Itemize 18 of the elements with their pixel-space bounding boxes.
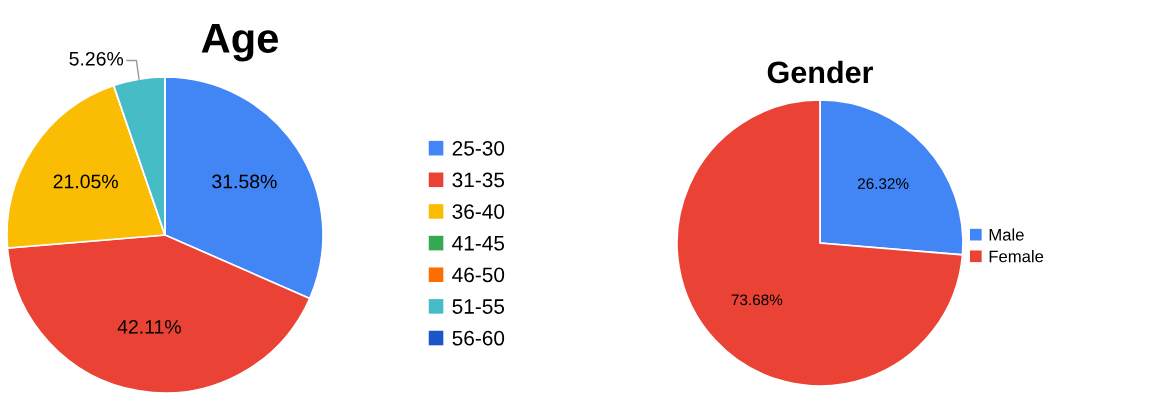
data-label: 73.68% — [731, 294, 783, 306]
data-label: 21.05% — [53, 174, 118, 189]
legend-label: 31-35 — [452, 172, 505, 188]
data-label: 5.26% — [69, 51, 124, 66]
chart-title: Age — [201, 23, 278, 62]
legend-label: 41-45 — [452, 236, 505, 251]
pie-slice — [676, 99, 964, 387]
legend-label: 46-50 — [452, 267, 505, 283]
data-label: 42.11% — [117, 319, 181, 334]
legend-label: 25-30 — [452, 140, 505, 156]
legend-label: Male — [989, 228, 1024, 241]
legend-label: 51-55 — [452, 299, 505, 314]
chart-title: Gender — [767, 60, 874, 84]
legend-label: 56-60 — [452, 330, 505, 346]
data-label: 26.32% — [857, 178, 909, 189]
legend-label: 36-40 — [452, 204, 505, 219]
legend-label: Female — [989, 250, 1044, 263]
data-label: 31.58% — [212, 174, 277, 189]
